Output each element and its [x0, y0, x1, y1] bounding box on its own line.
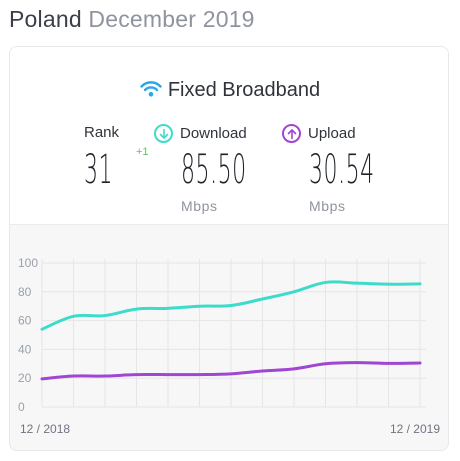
card-title: Fixed Broadband	[167, 79, 321, 101]
arrow-up-circle-icon	[282, 124, 301, 143]
y-tick-label: 80	[18, 285, 32, 299]
speed-trend-chart: 0 20 40 60 80 100 12 / 2018 12 / 2019	[18, 256, 440, 436]
y-tick-label: 20	[18, 371, 32, 385]
download-label-text: Download	[180, 125, 247, 142]
series-line-upload	[40, 361, 422, 381]
rank-change: +1	[136, 146, 149, 158]
report-period: December 2019	[88, 6, 255, 32]
wifi-icon	[140, 81, 162, 97]
rank-value: 31	[84, 147, 114, 193]
rank-label: Rank	[84, 124, 120, 141]
upload-label: Upload	[282, 124, 356, 143]
download-label: Download	[154, 124, 247, 143]
fixed-broadband-card: Fixed Broadband Rank 31 +1 Download 85.5…	[9, 46, 449, 451]
page-title: Poland December 2019	[9, 6, 255, 33]
x-tick-label-end: 12 / 2019	[390, 422, 440, 436]
card-summary	[10, 47, 448, 225]
series-line-download	[40, 280, 422, 331]
x-tick-label-start: 12 / 2018	[20, 422, 70, 436]
upload-value: 30.54	[309, 147, 375, 193]
country-name: Poland	[9, 6, 82, 32]
upload-unit: Mbps	[309, 198, 346, 214]
y-tick-label: 40	[18, 342, 32, 356]
y-tick-label: 0	[18, 400, 25, 414]
arrow-down-circle-icon	[154, 124, 173, 143]
download-value: 85.50	[181, 147, 247, 193]
y-tick-label: 100	[18, 256, 38, 270]
upload-label-text: Upload	[308, 125, 356, 142]
y-tick-label: 60	[18, 314, 32, 328]
card-heading: Fixed Broadband	[10, 79, 448, 102]
download-unit: Mbps	[181, 198, 218, 214]
